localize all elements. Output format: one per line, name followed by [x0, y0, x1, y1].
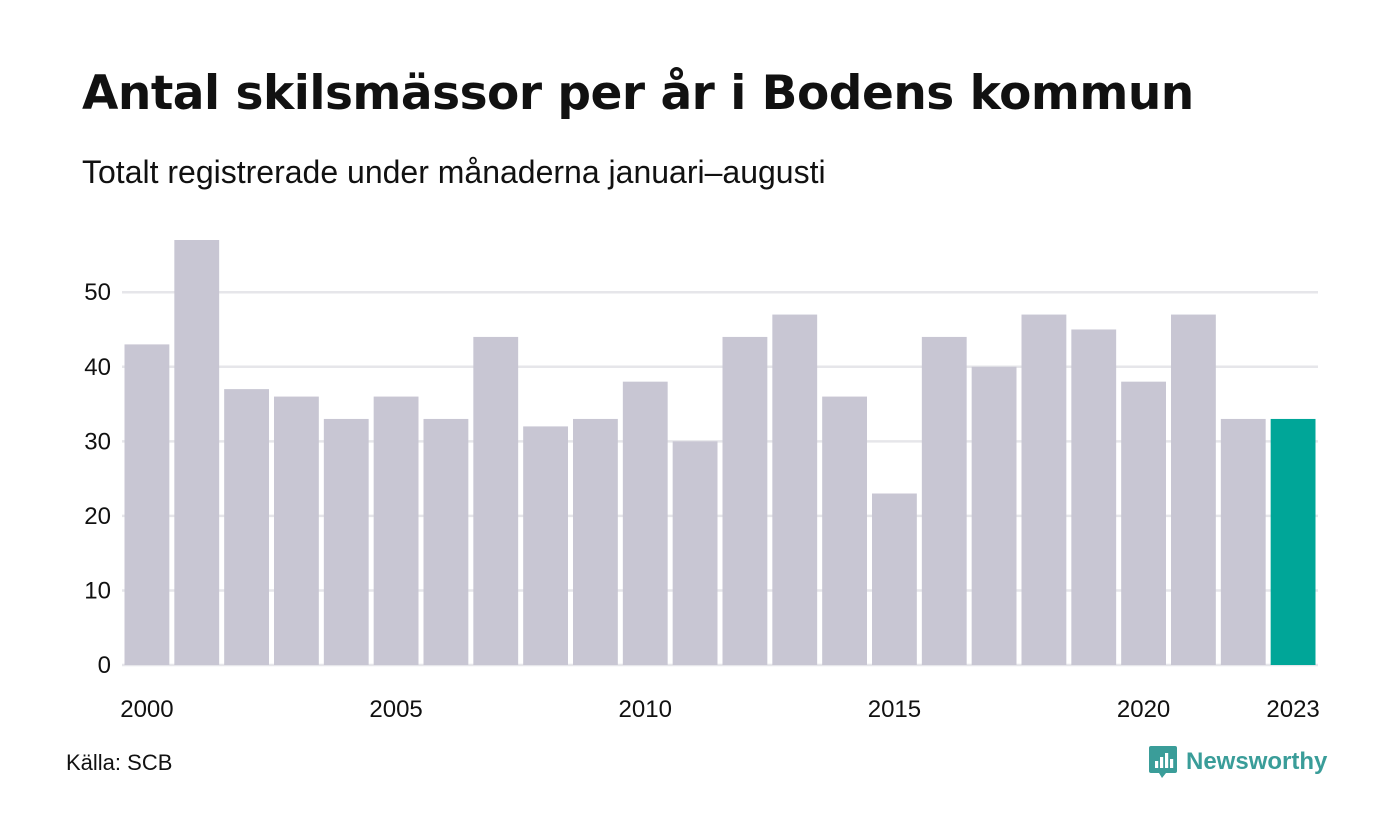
- bar-2017: [971, 366, 1017, 665]
- y-tick-label: 0: [98, 652, 111, 679]
- source-note: Källa: SCB: [66, 750, 173, 775]
- x-tick-label: 2010: [619, 696, 672, 723]
- chart-subtitle: Totalt registrerade under månaderna janu…: [82, 154, 826, 190]
- bar-2020: [1121, 381, 1166, 665]
- y-tick-label: 30: [84, 428, 111, 455]
- bar-2006: [423, 418, 469, 665]
- bar-2002: [224, 389, 269, 665]
- x-tick-label: 2000: [120, 696, 173, 723]
- bar-2008: [523, 426, 568, 665]
- bar-2000: [124, 344, 170, 665]
- bar-2013: [772, 314, 818, 665]
- brand-logo: Newsworthy: [1148, 744, 1327, 780]
- bar-2009: [573, 418, 618, 665]
- y-tick-label: 50: [84, 279, 111, 306]
- bar-2003: [274, 396, 319, 665]
- chart-title: Antal skilsmässor per år i Bodens kommun: [82, 66, 1194, 121]
- bar-2023: [1270, 418, 1316, 665]
- newsworthy-logo-icon: [1149, 746, 1177, 778]
- y-tick-label: 20: [84, 503, 111, 530]
- y-tick-label: 40: [84, 354, 111, 381]
- bar-2007: [473, 336, 519, 665]
- y-tick-label: 10: [84, 577, 111, 604]
- bar-2010: [622, 381, 668, 665]
- bars: [124, 240, 1316, 665]
- y-axis-ticks: 0 10 20 30 40 50: [84, 279, 111, 679]
- x-tick-label: 2015: [868, 696, 921, 723]
- bar-2016: [921, 336, 967, 665]
- bar-2022: [1220, 418, 1266, 665]
- x-tick-label: 2020: [1117, 696, 1170, 723]
- bar-2014: [822, 396, 867, 665]
- grid-lines: [122, 290, 1318, 667]
- x-tick-label: 2005: [369, 696, 422, 723]
- bar-2012: [722, 336, 768, 665]
- bar-2001: [174, 240, 220, 665]
- brand-name: Newsworthy: [1186, 748, 1328, 775]
- bar-2021: [1171, 314, 1216, 665]
- bar-2004: [323, 418, 369, 665]
- bar-2015: [872, 493, 917, 665]
- bar-2005: [373, 396, 419, 665]
- bar-chart: 0 10 20 30 40 50 2000 2005 2010 2015 2020 2023: [84, 240, 1320, 723]
- bar-2019: [1071, 329, 1117, 665]
- x-tick-label: 2023: [1266, 696, 1319, 723]
- x-axis-ticks: 2000 2005 2010 2015 2020 2023: [120, 696, 1320, 723]
- bar-2018: [1021, 314, 1067, 665]
- bar-2011: [672, 441, 718, 665]
